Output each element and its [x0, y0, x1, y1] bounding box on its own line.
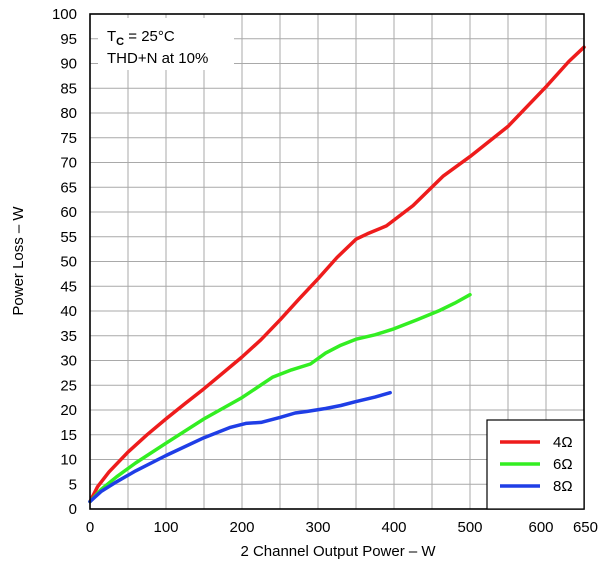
y-tick-label: 80 — [60, 105, 77, 122]
y-tick-label: 5 — [69, 476, 77, 493]
y-tick-label: 85 — [60, 80, 77, 97]
series-line-4Ω — [88, 45, 586, 504]
y-tick-label: 55 — [60, 229, 77, 246]
legend: 4Ω 6Ω 8Ω — [486, 419, 585, 510]
tick-labels: 0 5 10 15 20 25 30 35 40 45 50 55 60 65 70 75 80 85 90 95 10… — [52, 6, 598, 536]
series-line-6Ω — [88, 292, 472, 504]
x-tick-label: 400 — [381, 519, 406, 536]
x-tick-label: 200 — [229, 519, 254, 536]
x-tick-label: 100 — [153, 519, 178, 536]
y-tick-label: 10 — [60, 452, 77, 469]
y-tick-label: 0 — [69, 501, 77, 518]
series-lines — [88, 45, 586, 504]
y-tick-label: 75 — [60, 130, 77, 147]
y-tick-label: 60 — [60, 204, 77, 221]
x-tick-label: 0 — [86, 519, 94, 536]
x-tick-label: 300 — [305, 519, 330, 536]
series-line-8Ω — [88, 390, 392, 504]
legend-label: 4Ω — [553, 434, 573, 451]
thd-label: THD+N at 10% — [107, 50, 208, 67]
y-tick-label: 100 — [52, 6, 77, 23]
y-tick-label: 70 — [60, 155, 77, 172]
legend-label: 6Ω — [553, 456, 573, 473]
x-tick-label: 650 — [573, 519, 598, 536]
y-tick-label: 25 — [60, 377, 77, 394]
y-axis-label: Power Loss – W — [10, 206, 27, 316]
grid — [89, 13, 585, 510]
x-tick-label: 500 — [457, 519, 482, 536]
x-axis-label: 2 Channel Output Power – W — [240, 543, 436, 560]
y-tick-label: 65 — [60, 179, 77, 196]
plot-frame — [89, 13, 585, 510]
y-tick-label: 15 — [60, 427, 77, 444]
y-tick-label: 20 — [60, 402, 77, 419]
x-tick-label: 600 — [528, 519, 553, 536]
y-tick-label: 95 — [60, 31, 77, 48]
y-tick-label: 30 — [60, 353, 77, 370]
y-tick-label: 90 — [60, 56, 77, 73]
legend-label: 8Ω — [553, 478, 573, 495]
y-tick-label: 35 — [60, 328, 77, 345]
y-tick-label: 50 — [60, 254, 77, 271]
y-tick-label: 45 — [60, 278, 77, 295]
y-tick-label: 40 — [60, 303, 77, 320]
case-temperature-label: TC = 25°C — [107, 28, 175, 48]
annotation-box: TC = 25°C THD+N at 10% — [98, 18, 234, 70]
